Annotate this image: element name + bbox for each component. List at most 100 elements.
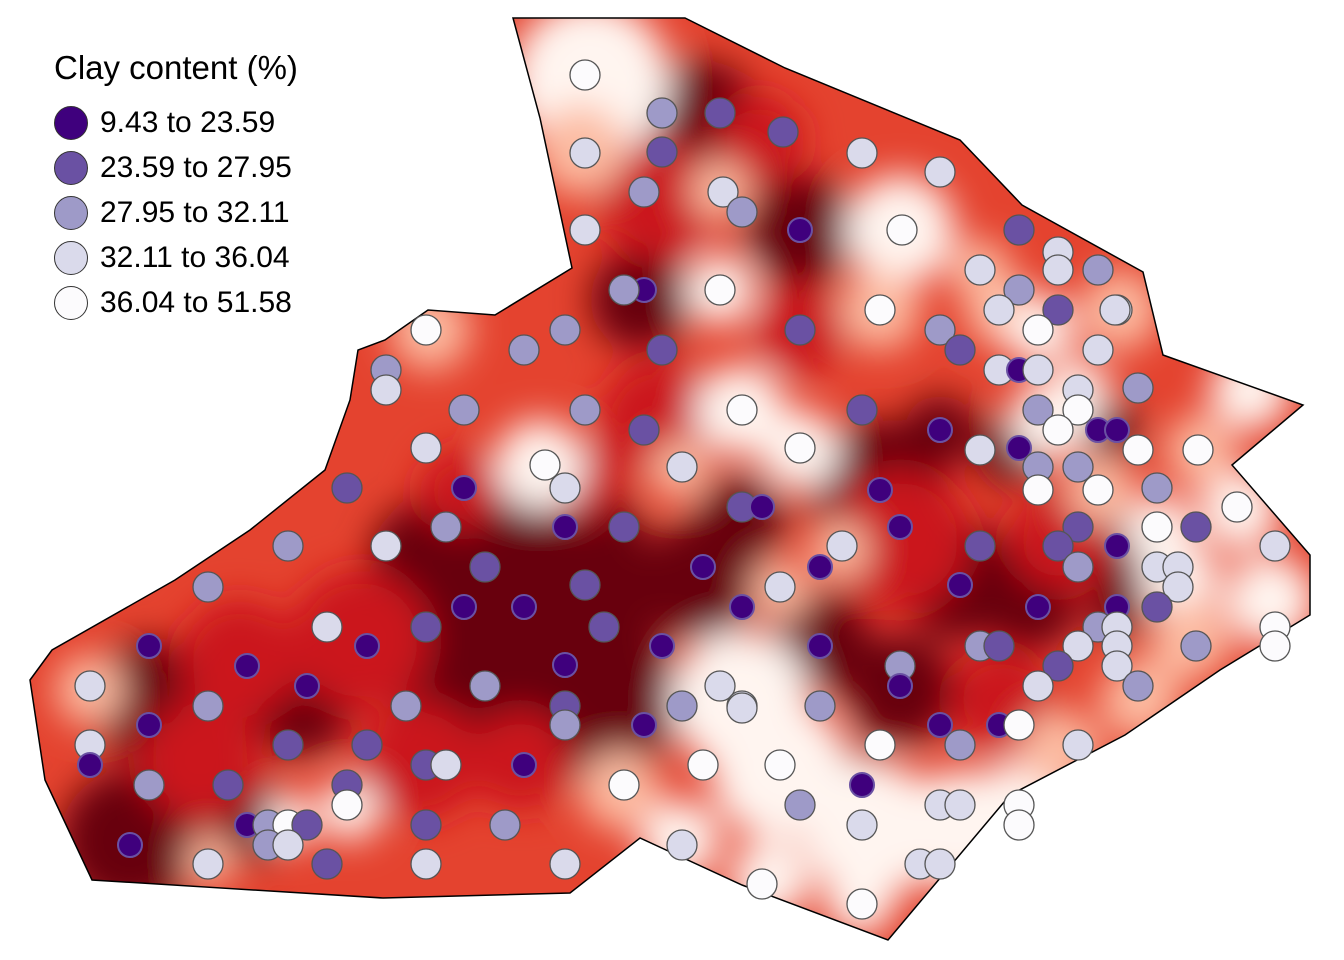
sample-point-class-2 xyxy=(784,314,816,346)
sample-point-class-4 xyxy=(1062,630,1094,662)
sample-point-class-4 xyxy=(1101,650,1133,682)
sample-point-class-2 xyxy=(569,569,601,601)
sample-point-class-5 xyxy=(1259,630,1291,662)
sample-point-class-1 xyxy=(1104,533,1130,559)
legend-item-class-2: 23.59 to 27.95 xyxy=(54,145,298,190)
sample-point-class-2 xyxy=(1141,591,1173,623)
sample-point-class-1 xyxy=(451,475,477,501)
sample-point-class-1 xyxy=(354,633,380,659)
sample-point-class-2 xyxy=(311,848,343,880)
legend-label-class-2: 23.59 to 27.95 xyxy=(100,150,292,184)
legend-label-class-4: 32.11 to 36.04 xyxy=(100,240,290,274)
sample-point-class-2 xyxy=(469,551,501,583)
legend-label-class-5: 36.04 to 51.58 xyxy=(100,285,292,319)
sample-point-class-1 xyxy=(511,594,537,620)
sample-point-class-2 xyxy=(846,394,878,426)
sample-point-class-4 xyxy=(1022,354,1054,386)
sample-point-class-2 xyxy=(212,769,244,801)
sample-point-class-4 xyxy=(192,848,224,880)
legend-label-class-1: 9.43 to 23.59 xyxy=(100,105,276,139)
sample-point-class-3 xyxy=(944,729,976,761)
surface-patch xyxy=(1225,555,1310,645)
sample-point-class-3 xyxy=(448,394,480,426)
sample-point-class-1 xyxy=(552,652,578,678)
sample-point-class-2 xyxy=(608,511,640,543)
surface-patch xyxy=(600,140,720,260)
legend-item-class-3: 27.95 to 32.11 xyxy=(54,190,298,235)
sample-point-class-3 xyxy=(489,809,521,841)
sample-point-class-2 xyxy=(1042,650,1074,682)
sample-point-class-1 xyxy=(1025,594,1051,620)
sample-point-class-1 xyxy=(749,494,775,520)
sample-point-class-5 xyxy=(886,214,918,246)
sample-point-class-1 xyxy=(867,477,893,503)
sample-point-class-2 xyxy=(1062,511,1094,543)
sample-point-class-5 xyxy=(864,294,896,326)
sample-point-class-3 xyxy=(1082,254,1114,286)
surface-patch xyxy=(1210,350,1290,430)
sample-point-class-2 xyxy=(1180,511,1212,543)
sample-point-class-1 xyxy=(887,514,913,540)
sample-point-class-5 xyxy=(608,769,640,801)
sample-point-class-1 xyxy=(234,653,260,679)
sample-point-class-3 xyxy=(1062,451,1094,483)
sample-point-class-4 xyxy=(311,611,343,643)
sample-point-class-1 xyxy=(77,752,103,778)
sample-point-class-5 xyxy=(746,868,778,900)
legend-item-class-1: 9.43 to 23.59 xyxy=(54,100,298,145)
sample-point-class-4 xyxy=(1099,294,1131,326)
sample-point-class-2 xyxy=(983,630,1015,662)
sample-point-class-5 xyxy=(846,888,878,920)
sample-point-class-3 xyxy=(784,789,816,821)
sample-point-class-5 xyxy=(1003,809,1035,841)
sample-point-class-4 xyxy=(430,749,462,781)
legend-item-class-4: 32.11 to 36.04 xyxy=(54,235,298,280)
sample-point-class-2 xyxy=(628,414,660,446)
sample-point-class-2 xyxy=(646,136,678,168)
sample-point-class-1 xyxy=(927,712,953,738)
sample-point-class-4 xyxy=(549,472,581,504)
sample-point-class-5 xyxy=(1022,474,1054,506)
sample-point-class-5 xyxy=(1003,709,1035,741)
sample-point-class-3 xyxy=(1122,372,1154,404)
sample-point-class-2 xyxy=(351,729,383,761)
legend-label-class-3: 27.95 to 32.11 xyxy=(100,195,290,229)
sample-point-class-4 xyxy=(410,848,442,880)
sample-point-class-5 xyxy=(1022,314,1054,346)
sample-point-class-2 xyxy=(1042,530,1074,562)
sample-point-class-4 xyxy=(846,809,878,841)
sample-point-class-3 xyxy=(133,769,165,801)
sample-point-class-4 xyxy=(826,530,858,562)
sample-point-class-2 xyxy=(646,334,678,366)
sample-point-class-4 xyxy=(569,214,601,246)
sample-point-class-3 xyxy=(608,274,640,306)
sample-point-class-3 xyxy=(469,670,501,702)
sample-point-class-1 xyxy=(136,633,162,659)
sample-point-class-3 xyxy=(646,97,678,129)
sample-point-class-2 xyxy=(944,334,976,366)
sample-point-class-4 xyxy=(74,670,106,702)
sample-point-class-2 xyxy=(331,472,363,504)
sample-point-class-3 xyxy=(1003,274,1035,306)
legend: Clay content (%) 9.43 to 23.59 23.59 to … xyxy=(54,48,298,325)
sample-point-class-1 xyxy=(649,633,675,659)
sample-point-class-2 xyxy=(291,809,323,841)
sample-point-class-5 xyxy=(1182,434,1214,466)
sample-point-class-3 xyxy=(1180,630,1212,662)
sample-point-class-5 xyxy=(784,432,816,464)
sample-point-class-4 xyxy=(1062,729,1094,761)
sample-point-class-3 xyxy=(192,690,224,722)
sample-point-class-4 xyxy=(370,530,402,562)
sample-point-class-1 xyxy=(511,752,537,778)
sample-point-class-3 xyxy=(549,314,581,346)
sample-point-class-2 xyxy=(272,729,304,761)
sample-point-class-4 xyxy=(1162,571,1194,603)
legend-swatch-class-4 xyxy=(54,240,88,275)
sample-point-class-1 xyxy=(117,832,143,858)
sample-point-class-1 xyxy=(807,633,833,659)
sample-point-class-1 xyxy=(787,217,813,243)
legend-title: Clay content (%) xyxy=(54,49,298,86)
sample-point-class-1 xyxy=(1006,435,1032,461)
sample-point-class-3 xyxy=(1122,670,1154,702)
sample-point-class-5 xyxy=(331,789,363,821)
